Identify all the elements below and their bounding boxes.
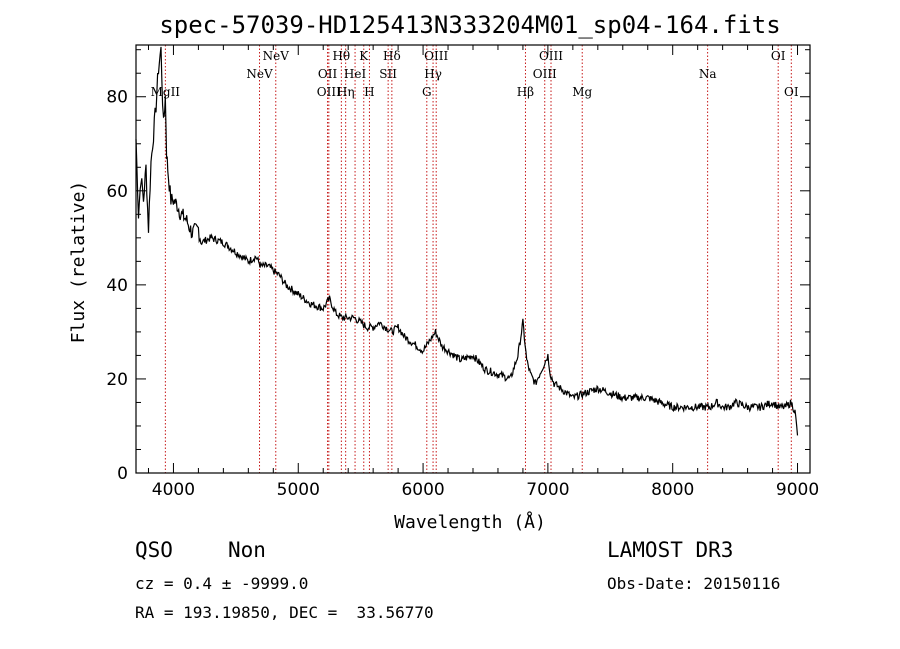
- emission-line-labels: MgII NeV NeV OII OIII Hθ Hη HeI K H Hδ SII OIII Hγ G Hβ…: [151, 49, 799, 99]
- emission-line-label: Hβ: [517, 85, 534, 99]
- observation-date: Obs-Date: 20150116: [607, 574, 781, 593]
- x-tick-label: 7000: [526, 480, 569, 500]
- emission-line-label: Hδ: [383, 49, 401, 63]
- spectrum-chart: spec-57039-HD125413N333204M01_sp04-164.f…: [68, 11, 819, 533]
- x-tick-label: 8000: [651, 480, 694, 500]
- chart-title: spec-57039-HD125413N333204M01_sp04-164.f…: [159, 11, 780, 39]
- emission-line-label: Na: [699, 67, 717, 81]
- emission-line-label: SII: [379, 67, 397, 81]
- emission-line-label: MgII: [151, 85, 181, 99]
- emission-line-label: K: [359, 49, 369, 63]
- emission-line-label: H: [364, 85, 374, 99]
- emission-line-label: OI: [784, 85, 799, 99]
- emission-line-label: Hγ: [424, 67, 442, 81]
- emission-line-label: OIII: [424, 49, 448, 63]
- y-tick-label: 20: [106, 370, 128, 390]
- emission-line-label: NeV: [246, 67, 273, 81]
- x-tick-label: 5000: [277, 480, 320, 500]
- y-tick-label: 80: [106, 88, 128, 108]
- emission-line-label: OI: [771, 49, 786, 63]
- x-tick-label: 9000: [776, 480, 819, 500]
- emission-line-label: NeV: [263, 49, 290, 63]
- spectrum-line: [135, 46, 799, 436]
- emission-line-markers: [164, 45, 792, 473]
- emission-line-label: G: [422, 85, 432, 99]
- x-tick-label: 6000: [401, 480, 444, 500]
- y-axis-label: Flux (relative): [68, 181, 89, 344]
- emission-line-label: HeI: [344, 67, 367, 81]
- object-subclass: Non: [228, 538, 266, 562]
- emission-line-label: OIII: [539, 49, 563, 63]
- y-tick-label: 0: [117, 464, 128, 484]
- y-tick-label: 40: [106, 276, 128, 296]
- emission-line-label: Hη: [337, 85, 355, 99]
- coordinates: RA = 193.19850, DEC = 33.56770: [135, 603, 434, 622]
- survey-name: LAMOST DR3: [607, 538, 734, 562]
- emission-line-label: OII: [318, 67, 338, 81]
- x-axis-label: Wavelength (Å): [394, 511, 546, 533]
- emission-line-label: OIII: [533, 67, 557, 81]
- emission-line-label: OIII: [317, 85, 341, 99]
- x-axis-ticks: 4000 5000 6000 7000 8000 9000: [147, 45, 819, 500]
- y-tick-label: 60: [106, 182, 128, 202]
- emission-line-label: Hθ: [332, 49, 350, 63]
- x-tick-label: 4000: [152, 480, 195, 500]
- emission-line-label: Mg: [572, 85, 592, 99]
- object-class: QSO: [135, 538, 173, 562]
- redshift-cz: cz = 0.4 ± -9999.0: [135, 574, 309, 593]
- y-axis-ticks: 0 20 40 60 80: [106, 49, 810, 484]
